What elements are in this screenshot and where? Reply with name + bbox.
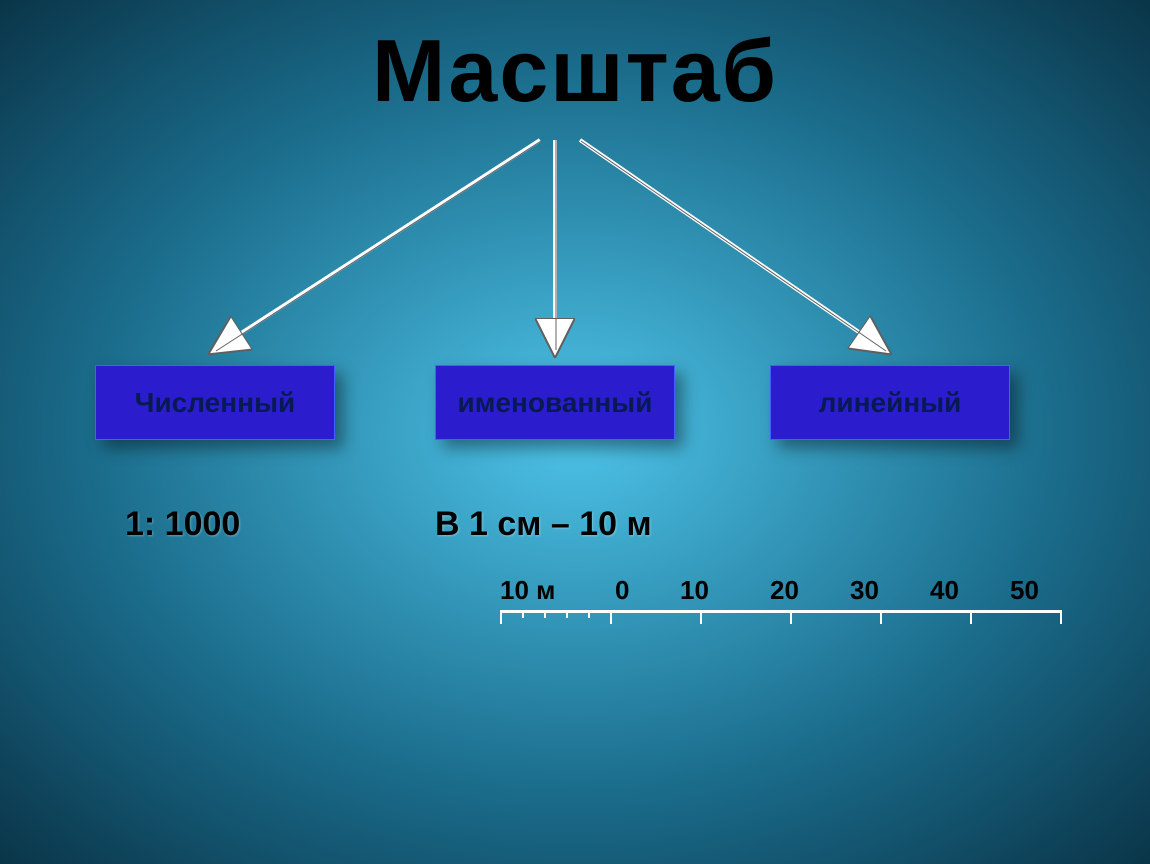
scale-label: 0 bbox=[615, 575, 629, 606]
page-title: Масштаб bbox=[372, 20, 778, 122]
scale-tick-minor bbox=[566, 610, 568, 618]
scale-tick-major bbox=[610, 610, 612, 624]
scale-label: 50 bbox=[1010, 575, 1039, 606]
scale-tick-major bbox=[790, 610, 792, 624]
scale-tick-minor bbox=[544, 610, 546, 618]
scale-label: 40 bbox=[930, 575, 959, 606]
box-numeric-label: Численный bbox=[135, 387, 295, 419]
scale-bar bbox=[500, 610, 1060, 630]
scale-tick-minor bbox=[588, 610, 590, 618]
linear-scale: 10 м 0 10 20 30 40 50 bbox=[500, 575, 1080, 630]
box-named: именованный bbox=[435, 365, 675, 440]
example-numeric: 1: 1000 bbox=[125, 505, 240, 544]
box-linear-label: линейный bbox=[819, 387, 962, 419]
scale-tick-major bbox=[1060, 610, 1062, 624]
arrows-svg bbox=[0, 135, 1150, 365]
scale-tick-major bbox=[500, 610, 502, 624]
scale-tick-minor bbox=[522, 610, 524, 618]
box-linear: линейный bbox=[770, 365, 1010, 440]
scale-tick-major bbox=[970, 610, 972, 624]
scale-line bbox=[500, 610, 1060, 613]
example-named: В 1 см – 10 м bbox=[435, 505, 652, 544]
box-named-label: именованный bbox=[458, 387, 653, 419]
arrow-left bbox=[215, 140, 540, 350]
scale-label: 10 bbox=[680, 575, 709, 606]
arrow-right-shadow bbox=[581, 141, 886, 351]
scale-label: 30 bbox=[850, 575, 879, 606]
scale-tick-major bbox=[880, 610, 882, 624]
arrow-left-shadow bbox=[216, 141, 541, 351]
box-numeric: Численный bbox=[95, 365, 335, 440]
scale-tick-major bbox=[700, 610, 702, 624]
scale-label: 20 bbox=[770, 575, 799, 606]
scale-label: 10 м bbox=[500, 575, 555, 606]
